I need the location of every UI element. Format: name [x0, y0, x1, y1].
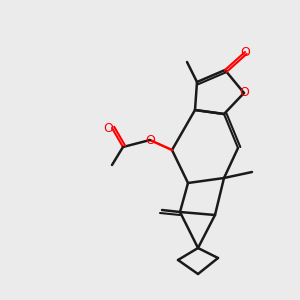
Text: O: O — [239, 86, 249, 100]
Text: O: O — [103, 122, 113, 134]
Text: O: O — [145, 134, 155, 146]
Text: O: O — [240, 46, 250, 59]
